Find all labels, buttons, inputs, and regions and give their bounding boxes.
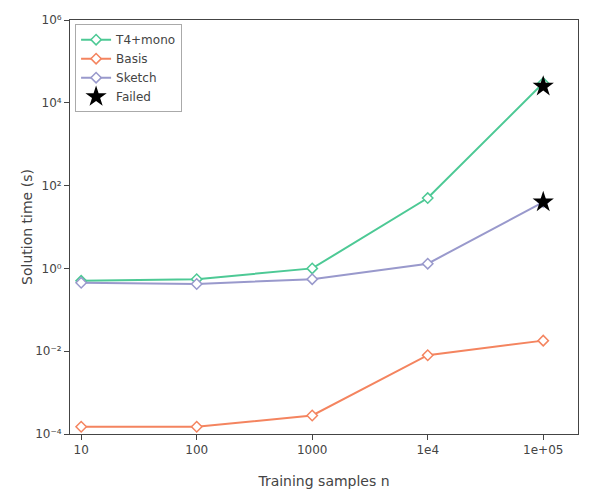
svg-text:T4+mono: T4+mono — [115, 33, 175, 47]
svg-text:Failed: Failed — [116, 90, 151, 104]
svg-text:100: 100 — [185, 443, 208, 457]
svg-text:1000: 1000 — [297, 443, 328, 457]
svg-text:10⁰: 10⁰ — [42, 262, 62, 276]
svg-text:Solution time (s): Solution time (s) — [19, 169, 35, 285]
svg-text:10: 10 — [74, 443, 89, 457]
svg-text:1e+05: 1e+05 — [523, 443, 563, 457]
svg-text:10⁻²: 10⁻² — [35, 344, 62, 358]
svg-text:10⁴: 10⁴ — [42, 96, 62, 110]
svg-text:Basis: Basis — [116, 52, 147, 66]
svg-text:10⁻⁴: 10⁻⁴ — [35, 427, 62, 441]
svg-text:10⁶: 10⁶ — [42, 13, 62, 27]
svg-text:1e4: 1e4 — [416, 443, 439, 457]
svg-text:Sketch: Sketch — [116, 71, 156, 85]
svg-text:Training samples n: Training samples n — [257, 473, 389, 489]
svg-text:10²: 10² — [42, 179, 62, 193]
